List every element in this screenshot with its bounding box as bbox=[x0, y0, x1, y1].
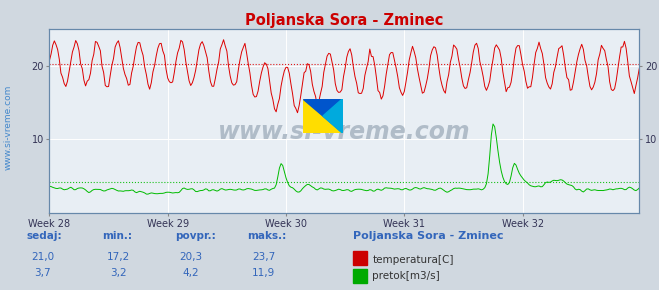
Text: www.si-vreme.com: www.si-vreme.com bbox=[218, 120, 471, 144]
Text: min.:: min.: bbox=[102, 231, 132, 241]
Text: 3,2: 3,2 bbox=[110, 268, 127, 278]
Text: 4,2: 4,2 bbox=[183, 268, 200, 278]
Text: 21,0: 21,0 bbox=[31, 251, 55, 262]
Text: temperatura[C]: temperatura[C] bbox=[372, 255, 454, 264]
Text: Poljanska Sora - Zminec: Poljanska Sora - Zminec bbox=[353, 231, 503, 241]
Text: 20,3: 20,3 bbox=[179, 251, 203, 262]
Text: www.si-vreme.com: www.si-vreme.com bbox=[4, 85, 13, 170]
Text: 17,2: 17,2 bbox=[107, 251, 130, 262]
Text: maks.:: maks.: bbox=[247, 231, 287, 241]
Polygon shape bbox=[323, 99, 343, 133]
Polygon shape bbox=[303, 99, 343, 133]
Text: 11,9: 11,9 bbox=[252, 268, 275, 278]
Text: 3,7: 3,7 bbox=[34, 268, 51, 278]
Text: sedaj:: sedaj: bbox=[26, 231, 62, 241]
Text: pretok[m3/s]: pretok[m3/s] bbox=[372, 271, 440, 281]
Title: Poljanska Sora - Zminec: Poljanska Sora - Zminec bbox=[245, 13, 444, 28]
Polygon shape bbox=[303, 99, 343, 133]
Text: 23,7: 23,7 bbox=[252, 251, 275, 262]
Text: povpr.:: povpr.: bbox=[175, 231, 215, 241]
